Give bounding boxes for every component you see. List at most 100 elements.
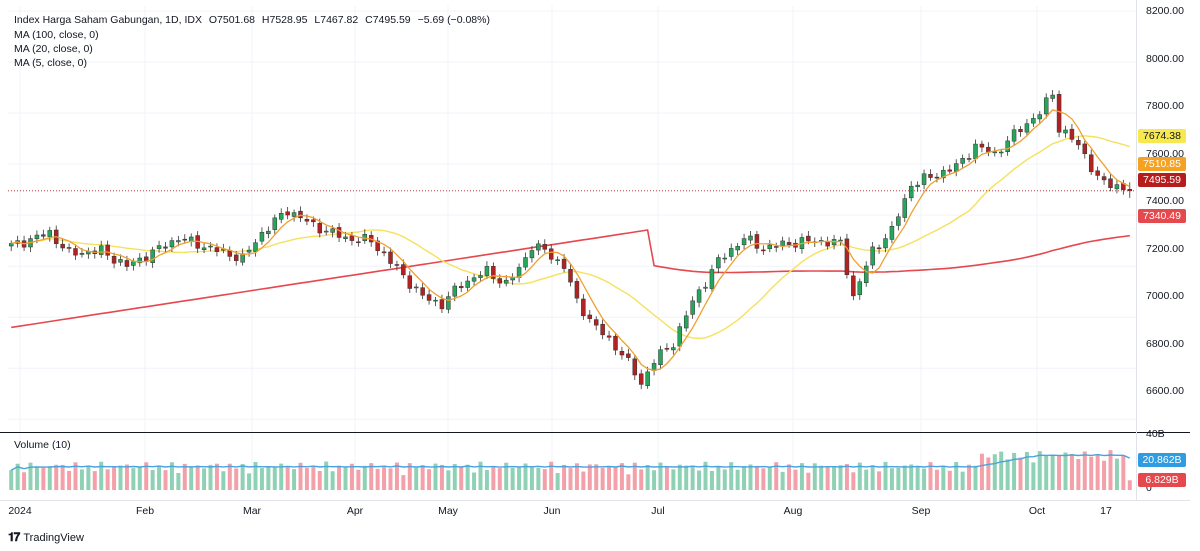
volume-bar xyxy=(1057,455,1062,490)
volume-bar xyxy=(214,463,219,490)
candle-body xyxy=(561,258,567,269)
candle-body xyxy=(735,246,740,251)
candle-body xyxy=(523,257,528,268)
volume-ma-line xyxy=(10,453,1131,471)
volume-bar xyxy=(15,463,20,490)
symbol-title: Index Harga Saham Gabungan, 1D, IDX xyxy=(14,14,202,26)
volume-bar xyxy=(568,468,573,490)
candle-body xyxy=(671,347,676,351)
candle-body xyxy=(285,211,290,216)
volume-bar xyxy=(934,469,939,490)
candle-body xyxy=(426,294,432,301)
candle-body xyxy=(754,234,760,249)
volume-bar xyxy=(240,464,245,490)
volume-bar xyxy=(182,463,187,490)
volume-bar xyxy=(658,462,663,490)
ma100-legend[interactable]: MA (100, close, 0) xyxy=(14,29,99,41)
candle-body xyxy=(246,249,252,253)
candle-body xyxy=(118,259,123,263)
candle-body xyxy=(8,243,14,247)
candle-body xyxy=(1127,188,1133,192)
volume-bar xyxy=(47,466,52,490)
ma5-legend[interactable]: MA (5, close, 0) xyxy=(14,57,87,69)
candle-body xyxy=(503,279,509,284)
ma5-path xyxy=(11,109,1131,372)
volume-bar xyxy=(1076,458,1081,490)
volume-bar xyxy=(992,454,997,490)
candle-body xyxy=(413,286,419,289)
candle-body xyxy=(568,269,573,283)
volume-bar xyxy=(118,465,123,490)
candle-body xyxy=(748,235,753,241)
volume-bar xyxy=(439,464,444,490)
candle-body xyxy=(150,249,155,263)
y-tick: 7200.00 xyxy=(1146,243,1184,255)
volume-bar xyxy=(729,462,734,490)
volume-bar xyxy=(137,467,142,490)
volume-bar xyxy=(652,470,657,490)
volume-bar xyxy=(369,463,374,490)
volume-bar xyxy=(157,465,162,490)
volume-bar xyxy=(690,465,695,490)
volume-bar xyxy=(928,462,933,490)
volume-bar xyxy=(279,463,284,490)
candle-body xyxy=(478,275,483,278)
candle-body xyxy=(394,264,400,266)
candle-body xyxy=(433,299,438,302)
volume-bar xyxy=(896,467,901,490)
candle-body xyxy=(439,299,445,310)
y-tick: 6800.00 xyxy=(1146,338,1184,350)
volume-bar xyxy=(857,462,862,490)
candle-body xyxy=(844,238,850,275)
candle-body xyxy=(896,216,901,226)
ma5-line xyxy=(11,109,1131,372)
candle-body xyxy=(908,185,914,199)
volume-bar xyxy=(247,473,252,490)
volume-bar xyxy=(889,468,894,490)
candle-body xyxy=(343,236,348,240)
candle-body xyxy=(317,222,323,234)
candle-body xyxy=(626,353,631,358)
volume-bar xyxy=(311,466,316,490)
volume-bar xyxy=(664,466,669,490)
tradingview-brand[interactable]: 𝟏𝟕 TradingView xyxy=(8,530,84,545)
volume-bar xyxy=(285,466,290,490)
volume-bar xyxy=(555,473,560,490)
x-tick: Aug xyxy=(783,505,803,517)
volume-bar xyxy=(343,466,348,490)
volume-bar xyxy=(1127,480,1132,490)
candle-body xyxy=(761,249,766,252)
candle-body xyxy=(696,289,702,303)
candle-body xyxy=(41,234,46,237)
volume-bar xyxy=(761,468,766,490)
candle-body xyxy=(1050,94,1055,99)
volume-bar xyxy=(844,464,849,490)
volume-bars xyxy=(9,450,1132,490)
ma5-badge: 7510.85 xyxy=(1138,157,1186,171)
candle-body xyxy=(201,247,207,251)
volume-bar xyxy=(902,465,907,490)
y-tick: 8200.00 xyxy=(1146,5,1184,17)
volume-bar xyxy=(581,471,586,490)
volume-bar xyxy=(1108,450,1113,490)
ma20-legend[interactable]: MA (20, close, 0) xyxy=(14,43,93,55)
candle-body xyxy=(902,198,908,218)
candle-body xyxy=(79,253,85,255)
grid xyxy=(8,6,1136,490)
volume-bar xyxy=(1095,454,1100,490)
candle-body xyxy=(529,250,535,259)
volume-bar xyxy=(131,468,136,490)
volume-bar xyxy=(960,471,965,490)
candle-body xyxy=(960,158,965,164)
volume-bar xyxy=(401,475,406,490)
volume-bar xyxy=(954,461,959,490)
volume-bar xyxy=(304,468,309,490)
volume-legend[interactable]: Volume (10) xyxy=(14,439,71,451)
volume-bar xyxy=(703,461,708,490)
change-value: −5.69 (−0.08%) xyxy=(417,14,490,26)
volume-bar xyxy=(716,466,721,490)
candle-body xyxy=(105,244,110,256)
volume-bar xyxy=(1012,452,1017,490)
ma20-badge: 7674.38 xyxy=(1138,129,1186,143)
